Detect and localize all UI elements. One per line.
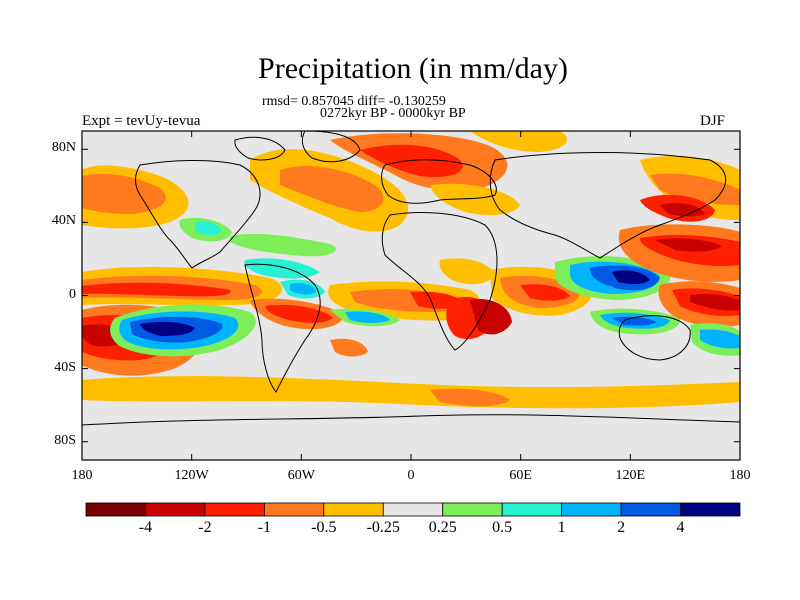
- anomaly-southern-ocean: [82, 376, 740, 409]
- period-subtitle: 0272kyr BP - 0000kyr BP: [320, 106, 466, 121]
- experiment-label: Expt = tevUy-tevua: [82, 113, 201, 129]
- lon-label: 120W: [174, 468, 209, 483]
- lat-label: 40N: [51, 213, 76, 229]
- colorbar-label: -0.5: [311, 519, 337, 536]
- anomaly-maritime-continent-wet: [600, 265, 740, 356]
- colorbar-swatch: [382, 502, 444, 517]
- anomaly-southeast-pacific-wet: [110, 279, 345, 357]
- colorbar-label: -2: [198, 519, 212, 536]
- lat-label: 40S: [54, 359, 76, 375]
- lon-label: 120E: [615, 468, 646, 483]
- colorbar-label: 0.25: [428, 519, 457, 536]
- colorbar-swatch: [620, 502, 681, 517]
- lat-label: 0: [69, 286, 76, 302]
- colorbar-swatch: [263, 502, 325, 517]
- colorbar-swatch: [561, 502, 622, 517]
- lat-label: 80N: [51, 140, 76, 156]
- anomaly-west-pacific-dry: [618, 194, 740, 327]
- colorbar-swatch: [680, 502, 741, 517]
- colorbar-swatch: [85, 502, 146, 517]
- lon-label: 180: [729, 468, 751, 483]
- anomaly-gulf-wet: [179, 217, 336, 279]
- anomaly-south-atlantic-patch: [330, 338, 368, 357]
- lon-label: 180: [71, 468, 93, 483]
- lat-label: 80S: [54, 432, 76, 448]
- lon-label: 0: [407, 468, 415, 483]
- coastlines: [82, 131, 740, 426]
- colorbar-swatch: [323, 502, 384, 517]
- colorbar-label: 0.5: [492, 519, 513, 536]
- colorbar: [85, 502, 741, 517]
- colorbar-swatch: [145, 502, 206, 517]
- colorbar-swatch: [442, 502, 503, 517]
- latitude-ticks: [82, 148, 740, 443]
- anomaly-equatorial-pacific: [82, 266, 282, 306]
- colorbar-swatch: [204, 502, 265, 517]
- colorbar-label: 2: [617, 519, 626, 536]
- colorbar-label: 1: [557, 519, 566, 536]
- anomaly-africa-dry: [328, 258, 512, 340]
- colorbar-swatch: [501, 502, 563, 517]
- lon-label: 60W: [287, 468, 315, 483]
- anomaly-north-atlantic-europe: [250, 131, 568, 232]
- season-label: DJF: [700, 113, 726, 129]
- stats-subtitle: rmsd= 0.857045 diff= -0.130259: [262, 94, 446, 109]
- lon-label: 60E: [509, 468, 532, 483]
- map-field: [82, 131, 740, 460]
- colorbar-label: -0.25: [366, 519, 400, 536]
- colorbar-label: -4: [138, 519, 153, 536]
- colorbar-label: -1: [257, 519, 272, 536]
- longitude-ticks: [81, 131, 741, 460]
- map-title: Precipitation (in mm/day): [258, 52, 568, 85]
- anomaly-north-pacific: [82, 155, 740, 229]
- colorbar-label: 4: [676, 519, 685, 536]
